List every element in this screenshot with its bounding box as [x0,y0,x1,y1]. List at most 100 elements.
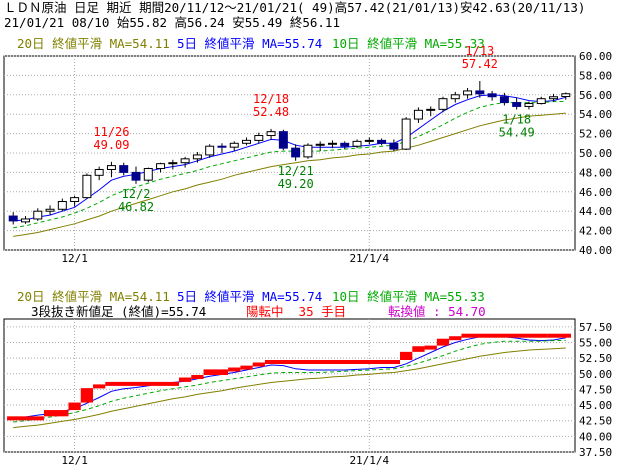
candle-down [119,165,129,173]
y-tick-label: 52.00 [579,128,612,141]
kagi-brick [436,338,450,346]
annotation-date: 12/18 [253,92,289,106]
ma-line-10 [13,100,566,229]
candle-up [254,135,264,141]
candle-up [57,201,67,210]
y-tick-label: 44.00 [579,205,612,218]
kagi-brick [400,351,413,360]
candle-down [512,102,522,107]
legend-ma10-bottom: 10日 終値平滑 MA=55.33 [332,289,485,304]
kagi-brick [412,346,425,352]
candle-up [20,218,30,223]
candle [438,96,448,113]
chart-header-line2: 21/01/21 08/10 始55.82 高56.24 安55.49 終56.… [0,15,624,30]
annotation-value: 57.42 [462,57,498,71]
candle-down [377,139,387,144]
kagi-brick [7,416,44,421]
kagi-brick [191,375,204,380]
candle [561,92,571,100]
y-tick-label: 50.00 [579,147,612,160]
candle-down [475,90,485,95]
candle-up [426,108,436,111]
kagi-brick [228,367,241,372]
y-tick-label: 37.50 [579,446,612,459]
plot-frame [3,318,576,453]
candle [143,167,153,183]
candle-up [94,168,104,176]
candle-up [364,139,374,142]
kagi-label: 3段抜き新値足 (終値)=55.74 [31,304,207,319]
candle-up [229,142,239,148]
candle [168,159,178,170]
annotation-value: 46.82 [118,200,154,214]
candle [57,198,67,212]
y-tick-label: 42.50 [579,415,612,428]
ma-line-20 [13,112,566,237]
y-tick-label: 46.00 [579,186,612,199]
candle-down [499,96,509,104]
kagi-state: 陽転中 35 手目 [246,304,347,319]
candle-up [315,143,325,146]
annotation-date: 12/2 [122,187,151,201]
candle [254,132,264,144]
annotation-value: 54.49 [499,125,535,139]
candle [512,97,522,110]
candle [70,195,80,207]
candle-up [82,174,92,199]
candle-up [303,144,313,158]
candle-down [8,215,18,222]
y-tick-label: 42.00 [579,225,612,238]
y-tick-label: 47.50 [579,383,612,396]
y-tick-label: 48.00 [579,166,612,179]
kagi-brick [424,345,437,350]
candle-up [401,118,411,150]
candle [205,144,215,158]
candle-up [536,98,546,105]
kagi-brick [547,333,571,338]
y-tick-label: 50.00 [579,368,612,381]
candle-up [524,103,534,107]
candle-up [168,162,178,165]
candle [33,208,43,221]
annotation-value: 49.20 [278,177,314,191]
kagi-brick [93,384,106,389]
x-tick-label: 12/1 [61,454,88,467]
candle-up [352,140,362,147]
kagi-brick [461,333,548,338]
candle [291,144,301,161]
annotation-date: 1/13 [465,44,494,58]
candle-up [70,197,80,202]
chart-panel-1: 40.00 42.00 44.00 46.00 48.00 50.00 52.00 54.00… [3,50,612,265]
candle [450,91,460,103]
kagi-turn-value: 転換値 : 54.70 [388,304,486,319]
annotation-value: 52.48 [253,105,289,119]
kagi-brick [68,402,81,411]
candle [364,137,374,145]
kagi-brick [449,336,462,341]
candle [180,156,190,168]
candle-down [340,142,350,147]
y-tick-label: 60.00 [579,50,612,63]
legend-ma20-bottom: 20日 終値平滑 MA=54.11 [17,289,170,304]
ma-line-20 [13,347,566,429]
candle [327,140,337,149]
candle-up [106,165,116,170]
candle [389,139,399,152]
legend-ma20-top: 20日 終値平滑 MA=54.11 [17,36,170,51]
candle [401,117,411,151]
candle-up [192,154,202,160]
candle-down [487,93,497,98]
candle [303,143,313,159]
candle [242,137,252,146]
candle [229,141,239,152]
candle-up [180,158,190,164]
kagi-brick [240,365,253,370]
candle [156,162,166,173]
candle-down [278,131,288,149]
candle [20,216,30,224]
kagi-brick [252,362,265,367]
candle [45,205,55,216]
candle-up [266,131,276,137]
bottom-legend: 20日 終値平滑 MA=54.11 5日 終値平滑 MA=55.74 10日 終… [0,289,624,304]
annotation-date: 1/18 [502,112,531,126]
